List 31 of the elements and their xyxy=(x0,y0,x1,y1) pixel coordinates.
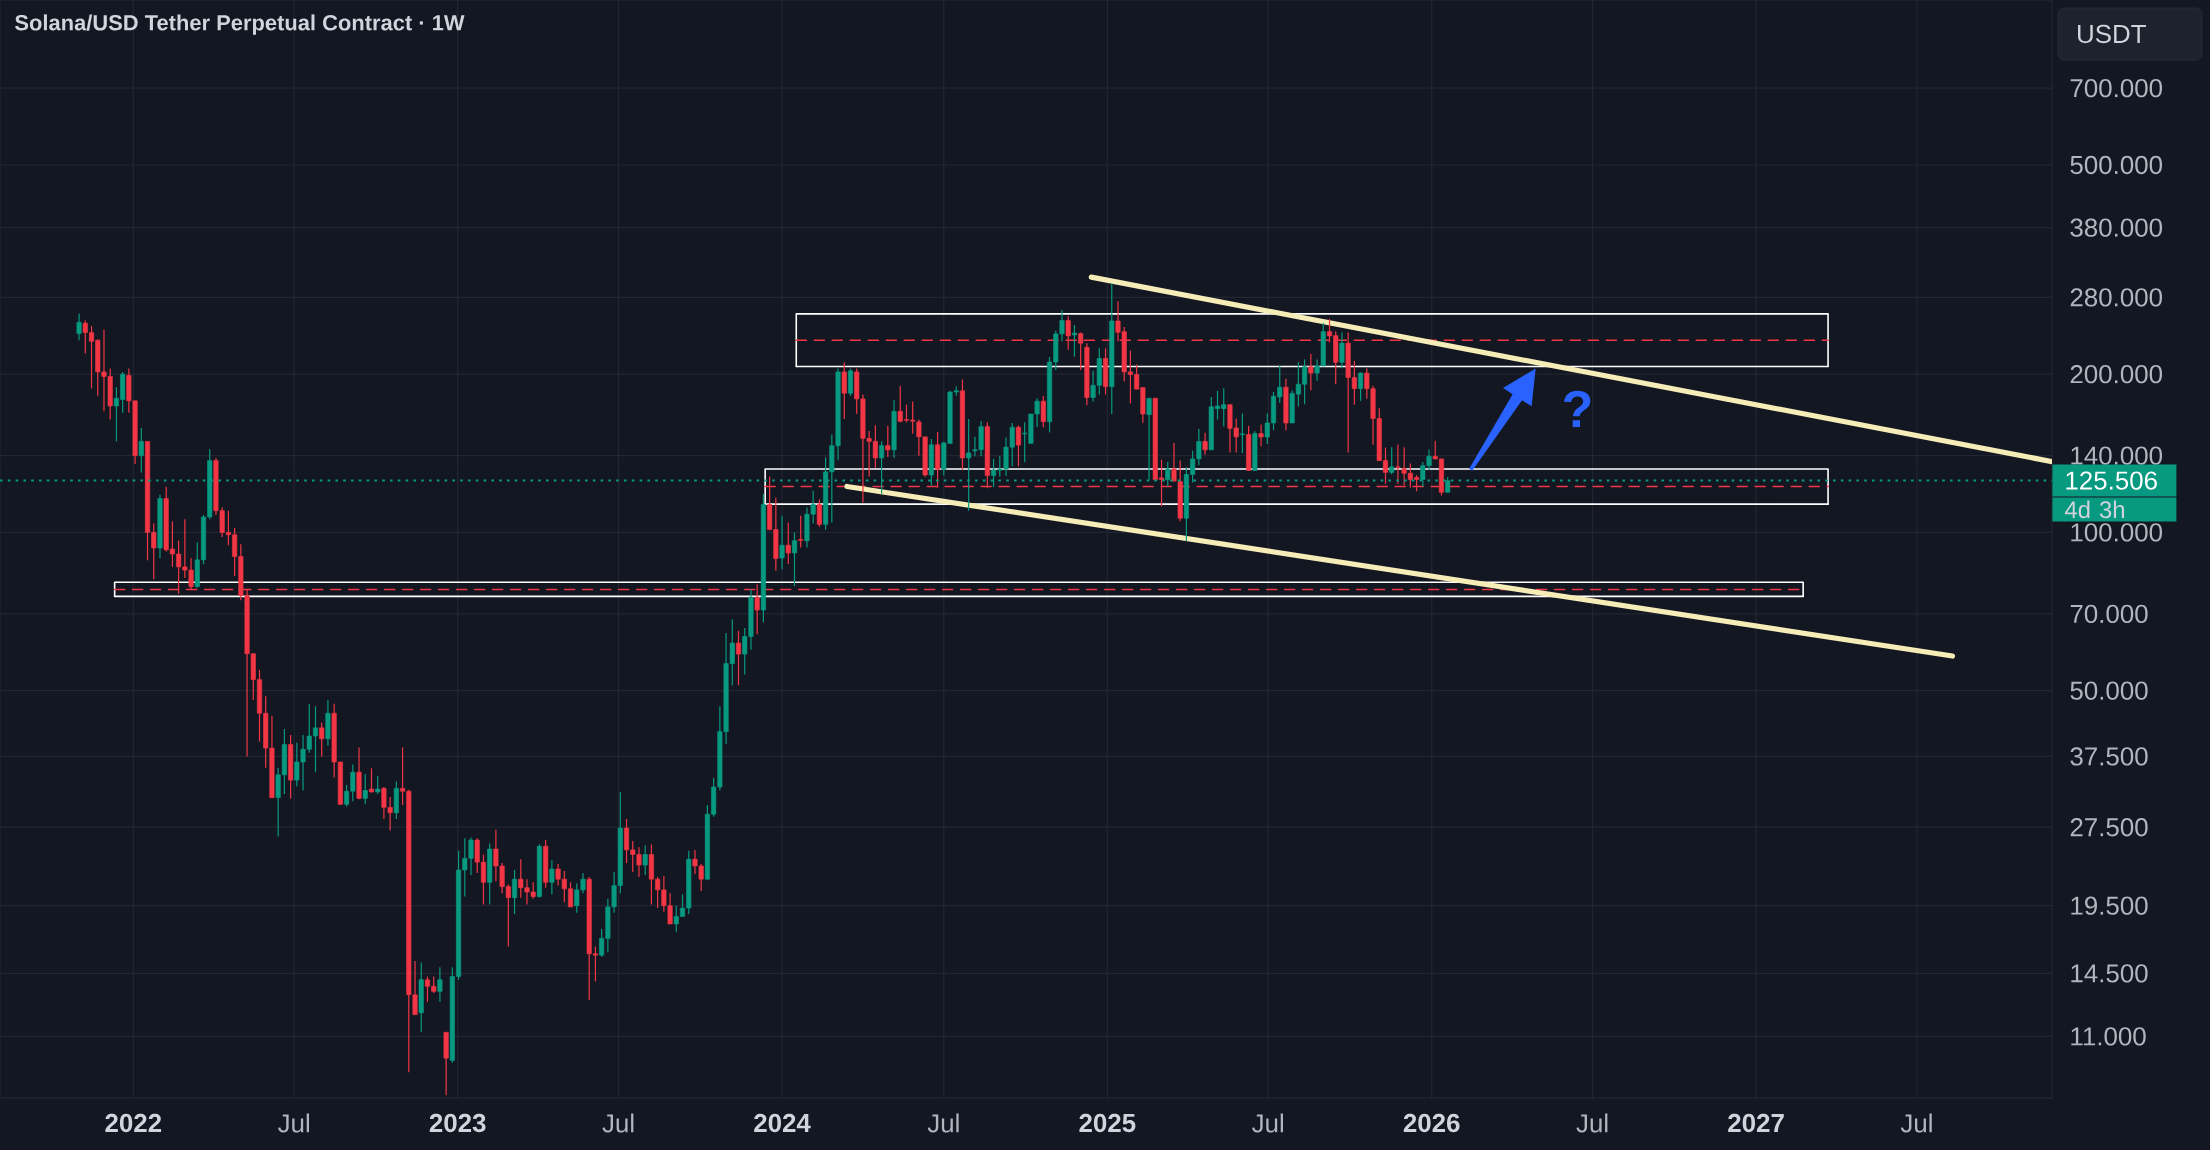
y-tick-label: 11.000 xyxy=(2071,1027,2146,1046)
y-tick-label: 70.000 xyxy=(2070,604,2148,624)
annotation: ? xyxy=(1564,390,1591,428)
y-tick-label: 100.000 xyxy=(2071,523,2163,542)
x-tick-label: Jul xyxy=(1252,1113,1283,1133)
y-tick-label: 140.000 xyxy=(2071,446,2163,465)
y-tick-label: 19.500 xyxy=(2071,896,2148,915)
x-tick-label: 2023 xyxy=(429,1113,486,1133)
x-tick-label: Jul xyxy=(1576,1113,1608,1133)
ref-line-label: 125.506 xyxy=(2066,471,2157,490)
y-tick-label: 27.500 xyxy=(2070,818,2148,837)
x-tick-label: Jul xyxy=(278,1113,309,1133)
y-tick-label: 380.000 xyxy=(2070,218,2163,237)
y-tick-label: 14.500 xyxy=(2071,964,2148,983)
x-tick-label: Jul xyxy=(927,1113,959,1133)
y-tick-label: 700.000 xyxy=(2070,79,2163,98)
text: Solana/USD Tether Perpetual Contract · 1W xyxy=(15,14,465,35)
x-tick-label: 2024 xyxy=(754,1113,811,1133)
x-tick-label: Jul xyxy=(1900,1113,1932,1133)
x-tick-label: 2027 xyxy=(1728,1113,1784,1133)
y-tick-label: 37.500 xyxy=(2070,747,2148,766)
y-tick-label: 500.000 xyxy=(2070,155,2163,175)
y-tick-label: 50.000 xyxy=(2070,681,2148,700)
x-tick-label: 2026 xyxy=(1403,1113,1460,1133)
y-axis-title: USDT xyxy=(2078,24,2146,44)
x-tick-label: Jul xyxy=(602,1113,634,1133)
x-tick-label: 2022 xyxy=(105,1113,162,1133)
y-tick-label: 200.000 xyxy=(2070,365,2163,384)
y-tick-label: 280.000 xyxy=(2070,288,2163,307)
x-tick-label: 2025 xyxy=(1079,1113,1136,1133)
text: 4d 3h xyxy=(2064,500,2124,519)
